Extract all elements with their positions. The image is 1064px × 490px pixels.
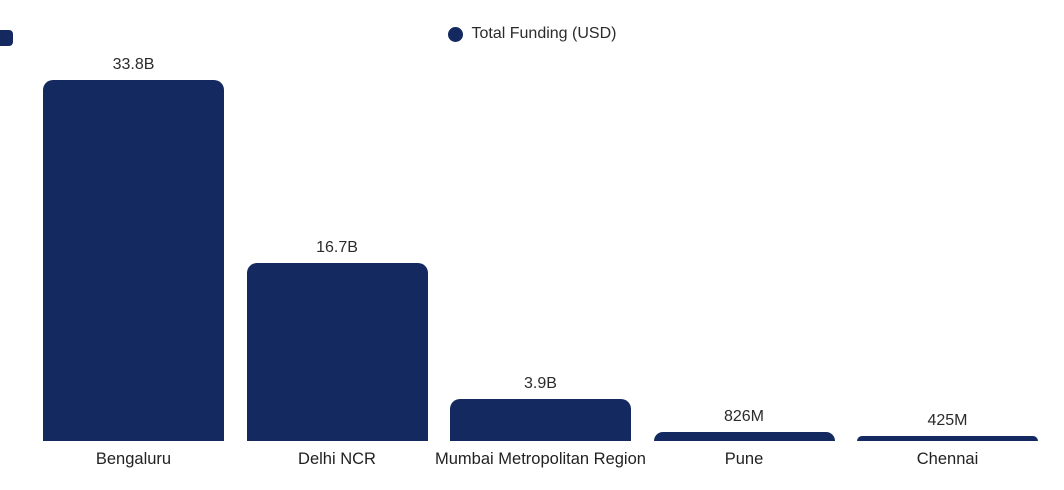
bar-chennai[interactable] — [857, 436, 1038, 441]
chart-legend[interactable]: Total Funding (USD) — [0, 24, 1064, 44]
value-label: 33.8B — [112, 56, 155, 73]
value-label: 826M — [723, 408, 765, 425]
legend-dot-icon — [447, 26, 463, 42]
bar-delhi-ncr[interactable] — [246, 263, 428, 441]
value-label: 425M — [927, 412, 968, 429]
left-edge-fragment — [0, 30, 13, 46]
category-label: Pune — [724, 450, 764, 468]
category-label: Delhi NCR — [298, 450, 376, 468]
bar-bengaluru[interactable] — [43, 80, 224, 441]
category-label: Chennai — [916, 450, 979, 468]
category-label: Mumbai Metropolitan Region — [435, 450, 646, 468]
category-label: Bengaluru — [95, 450, 172, 468]
legend-label: Total Funding (USD) — [471, 25, 617, 42]
bar-mumbai-metropolitan-region[interactable] — [450, 399, 631, 441]
value-label: 3.9B — [524, 375, 557, 392]
value-label: 16.7B — [316, 239, 358, 256]
bar-pune[interactable] — [653, 432, 835, 441]
